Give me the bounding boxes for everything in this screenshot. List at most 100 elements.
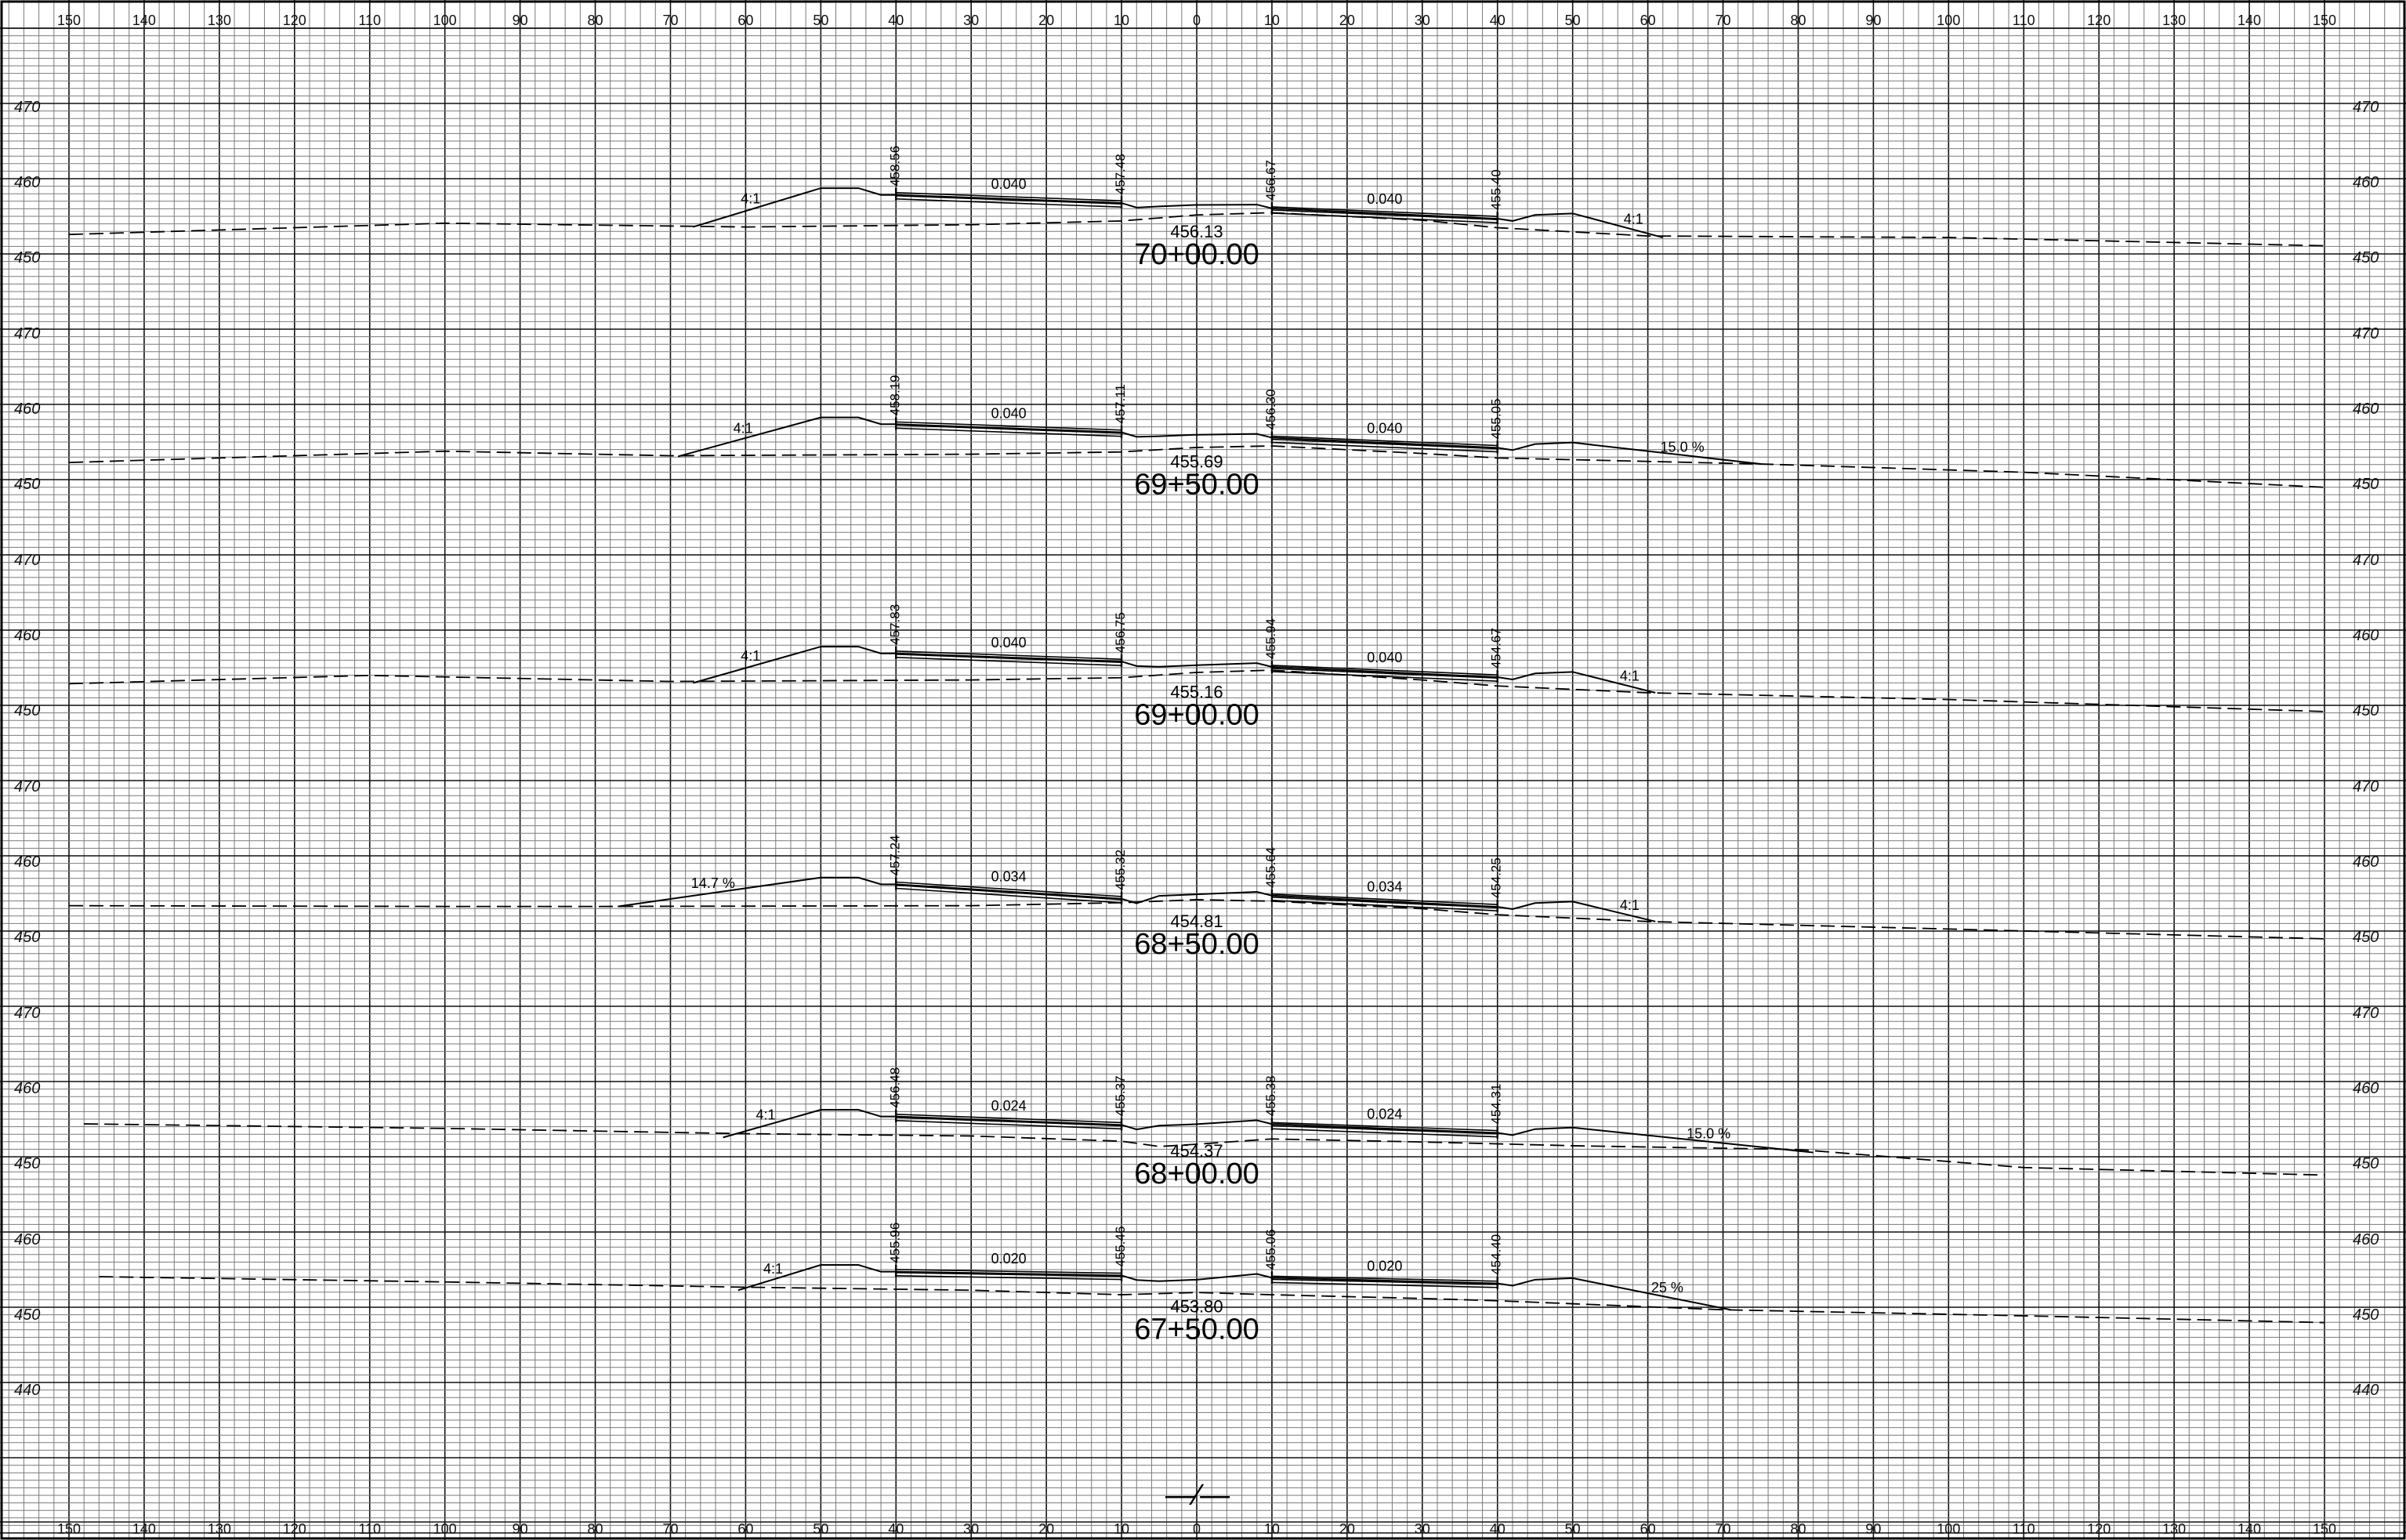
station-label: 68+00.00 xyxy=(1134,1158,1259,1190)
pavement-layer-line xyxy=(1271,1275,1498,1282)
edge-elevation-label: 455.37 xyxy=(1113,1075,1128,1116)
elevation-label-left: 450 xyxy=(14,702,40,719)
edge-elevation-label: 456.30 xyxy=(1263,390,1278,430)
elevation-label-right: 470 xyxy=(2353,99,2379,116)
pavement-layer-line xyxy=(896,887,1122,904)
pavement-layer-line xyxy=(1271,1128,1498,1138)
edge-elevation-label: 457.48 xyxy=(1113,154,1128,194)
side-slope-left-label: 4:1 xyxy=(741,191,760,207)
edge-elevation-label: 455.38 xyxy=(1263,1075,1278,1116)
pavement-layer-line xyxy=(1271,212,1498,223)
offset-tick-label-bottom: 30 xyxy=(963,1521,979,1537)
edge-elevation-label: 455.05 xyxy=(1489,399,1504,440)
offset-tick-label-bottom: 40 xyxy=(1490,1521,1506,1537)
existing-ground-line xyxy=(84,1123,2325,1176)
offset-tick-label-top: 60 xyxy=(737,13,753,28)
existing-ground-line xyxy=(68,212,2325,247)
elevation-label-left: 470 xyxy=(14,778,40,795)
offset-tick-label-bottom: 70 xyxy=(662,1521,678,1537)
cross-slope-left-label: 0.040 xyxy=(991,176,1027,192)
elevation-label-left: 450 xyxy=(14,1155,40,1172)
offset-tick-label-top: 150 xyxy=(2313,13,2336,28)
pavement-layer-line xyxy=(1271,1125,1498,1135)
pavement-layer-line xyxy=(1271,668,1498,679)
elevation-label-right: 450 xyxy=(2353,476,2379,493)
pavement-layer-line xyxy=(1271,1281,1498,1288)
edge-elevation-label: 454.25 xyxy=(1489,857,1504,898)
pavement-layer-line xyxy=(1271,1278,1498,1285)
offset-tick-label-bottom: 90 xyxy=(513,1521,528,1537)
pavement-layer-line xyxy=(1271,435,1498,447)
cross-slope-right-label: 0.034 xyxy=(1367,879,1402,895)
section-68+50.00: 470 470 460 460 450 450 457.24 455.32 455.64 454.… xyxy=(14,778,2379,961)
side-slope-left-label: 4:1 xyxy=(755,1107,775,1123)
profile-grade-elevation: 454.37 xyxy=(1170,1141,1223,1161)
design-template-line xyxy=(737,1264,1731,1311)
elevation-label-left: 450 xyxy=(14,929,40,946)
elevation-label-left: 460 xyxy=(14,400,40,418)
pavement-layer-line xyxy=(896,424,1122,434)
offset-tick-label-top: 20 xyxy=(1339,13,1355,28)
pavement-layer-line xyxy=(896,884,1122,900)
offset-tick-label-bottom: 80 xyxy=(1790,1521,1806,1537)
side-slope-right-label: 4:1 xyxy=(1624,212,1643,227)
offset-tick-label-bottom: 10 xyxy=(1114,1521,1129,1537)
offset-tick-label-top: 30 xyxy=(963,13,979,28)
profile-grade-elevation: 453.80 xyxy=(1170,1297,1223,1317)
cross-slope-right-label: 0.040 xyxy=(1367,191,1402,207)
centerline-symbol: —⁄— xyxy=(1165,1479,1230,1512)
edge-elevation-label: 455.64 xyxy=(1263,847,1278,888)
side-slope-left-label: 14.7 % xyxy=(691,875,735,891)
elevation-label-right: 460 xyxy=(2353,853,2379,871)
offset-tick-label-bottom: 100 xyxy=(433,1521,457,1537)
offset-tick-label-bottom: 110 xyxy=(2013,1521,2035,1537)
offset-tick-label-bottom: 100 xyxy=(1937,1521,1960,1537)
offset-tick-label-top: 100 xyxy=(433,13,457,28)
pavement-layer-line xyxy=(896,192,1122,201)
profile-grade-elevation: 454.81 xyxy=(1170,911,1223,931)
offset-tick-label-top: 20 xyxy=(1038,13,1054,28)
cross-slope-left-label: 0.040 xyxy=(991,406,1027,422)
pavement-layer-line xyxy=(1271,665,1498,676)
design-template-line xyxy=(723,1109,1814,1154)
elevation-label-left: 470 xyxy=(14,99,40,116)
cross-slope-right-label: 0.020 xyxy=(1367,1259,1402,1274)
offset-tick-label-top: 90 xyxy=(513,13,528,28)
design-template-line xyxy=(692,187,1664,239)
offset-tick-label-bottom: 130 xyxy=(2162,1521,2186,1537)
elevation-label-right: 460 xyxy=(2353,1080,2379,1097)
edge-elevation-label: 455.06 xyxy=(1263,1229,1278,1270)
station-label: 67+50.00 xyxy=(1134,1314,1259,1346)
offset-tick-label-bottom: 90 xyxy=(1865,1521,1881,1537)
elevation-label-left: 460 xyxy=(14,853,40,871)
offset-tick-label-bottom: 130 xyxy=(208,1521,231,1537)
elevation-label-right: 460 xyxy=(2353,400,2379,418)
elevation-label-right: 450 xyxy=(2353,929,2379,946)
offset-tick-label-top: 80 xyxy=(1790,13,1806,28)
elevation-label-right: 450 xyxy=(2353,249,2379,266)
offset-tick-label-bottom: 0 xyxy=(1193,1521,1201,1537)
elevation-label-left: 470 xyxy=(14,1005,40,1022)
cross-slope-right-label: 0.024 xyxy=(1367,1106,1402,1121)
offset-tick-label-top: 0 xyxy=(1193,13,1201,28)
offset-tick-label-bottom: 140 xyxy=(132,1521,156,1537)
elevation-label-left: 460 xyxy=(14,627,40,644)
offset-tick-label-bottom: 50 xyxy=(813,1521,828,1537)
cross-slope-right-label: 0.040 xyxy=(1367,650,1402,665)
elevation-label-right: 470 xyxy=(2353,325,2379,342)
profile-grade-elevation: 456.13 xyxy=(1170,222,1223,241)
offset-tick-label-top: 130 xyxy=(2162,13,2186,28)
offset-tick-label-top: 140 xyxy=(132,13,156,28)
offset-tick-label-bottom: 120 xyxy=(283,1521,306,1537)
edge-elevation-label: 454.31 xyxy=(1489,1084,1504,1125)
elevation-label-left: 470 xyxy=(14,552,40,569)
elevation-label-left: 470 xyxy=(14,325,40,342)
side-slope-left-label: 4:1 xyxy=(741,648,760,664)
elevation-label-left: 460 xyxy=(14,1080,40,1097)
cross-slope-right-label: 0.040 xyxy=(1367,421,1402,437)
elevation-label-right: 470 xyxy=(2353,1005,2379,1022)
pavement-layer-line xyxy=(896,1271,1122,1277)
edge-elevation-label: 455.94 xyxy=(1263,618,1278,659)
